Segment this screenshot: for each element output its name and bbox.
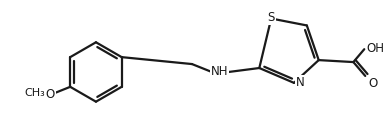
Text: N: N	[296, 76, 305, 89]
Text: O: O	[368, 77, 378, 90]
Text: O: O	[46, 88, 55, 101]
Text: OH: OH	[366, 42, 384, 55]
Text: CH₃: CH₃	[24, 88, 45, 98]
Text: S: S	[268, 11, 275, 24]
Text: NH: NH	[211, 66, 229, 79]
